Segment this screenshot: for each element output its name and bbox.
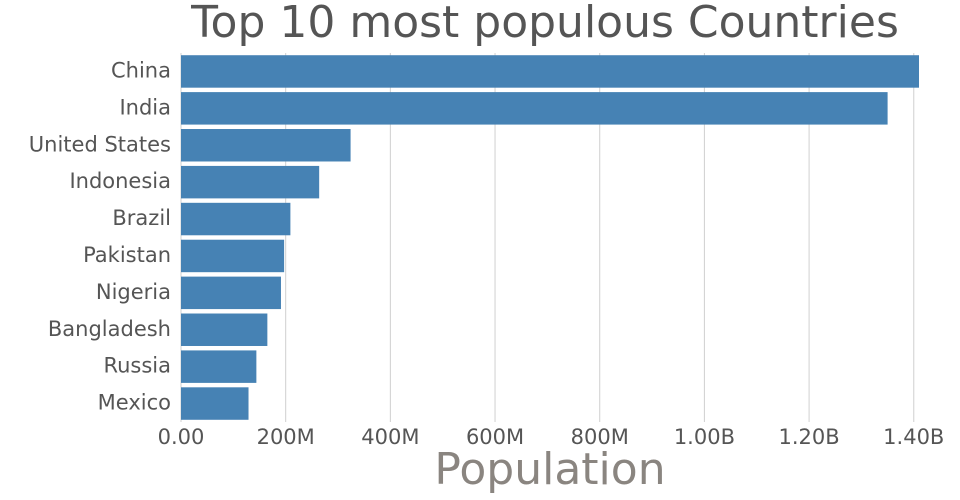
x-tick-label: 1.00B: [674, 425, 735, 449]
bar: [181, 276, 281, 310]
x-tick-label: 1.20B: [778, 425, 839, 449]
x-tick-label: 800M: [571, 425, 629, 449]
chart-title: Top 10 most populous Countries: [190, 0, 899, 48]
y-tick-label: Russia: [103, 354, 171, 378]
x-tick-label: 600M: [466, 425, 524, 449]
y-tick-label: China: [111, 58, 171, 82]
x-axis-label: Population: [434, 444, 665, 495]
x-tick-label: 0.00: [158, 425, 205, 449]
x-tick-label: 1.40B: [883, 425, 944, 449]
bar: [181, 387, 249, 420]
y-tick-label: Brazil: [112, 206, 171, 230]
bar: [181, 350, 257, 383]
bar: [181, 55, 919, 88]
bar: [181, 239, 285, 273]
y-tick-label: Indonesia: [69, 169, 171, 193]
bar: [181, 92, 888, 125]
bar: [181, 202, 291, 236]
y-tick-label: Mexico: [98, 391, 171, 415]
bar: [181, 129, 351, 162]
y-tick-label: United States: [29, 132, 171, 156]
bar: [181, 165, 320, 199]
x-tick-label: 200M: [257, 425, 315, 449]
y-tick-label: India: [119, 95, 171, 119]
y-tick-label: Bangladesh: [48, 317, 171, 341]
bar: [181, 313, 268, 346]
y-tick-label: Pakistan: [83, 243, 171, 267]
y-tick-label: Nigeria: [96, 280, 171, 304]
x-tick-label: 400M: [361, 425, 419, 449]
